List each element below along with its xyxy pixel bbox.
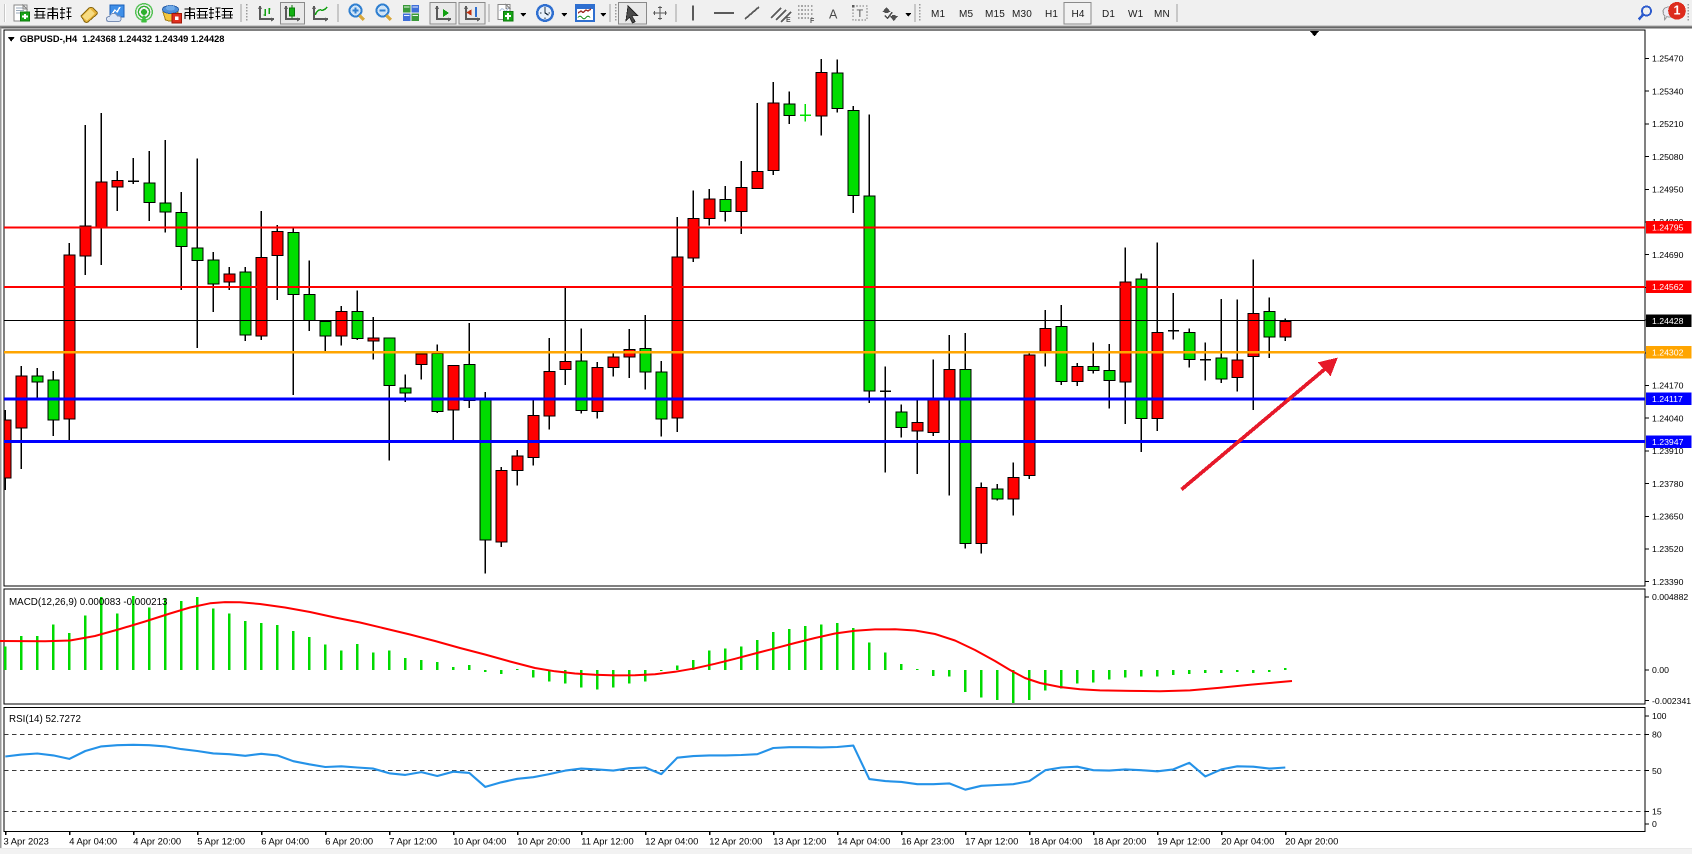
svg-text:E: E <box>786 17 791 24</box>
svg-text:1.24302: 1.24302 <box>1652 348 1684 358</box>
svg-text:4 Apr 04:00: 4 Apr 04:00 <box>69 835 117 846</box>
svg-text:H4: H4 <box>1072 9 1085 20</box>
svg-text:11 Apr 12:00: 11 Apr 12:00 <box>581 835 633 846</box>
svg-text:MACD(12,26,9) 0.000083 -0.0002: MACD(12,26,9) 0.000083 -0.000213 <box>9 597 168 608</box>
svg-text:1.25080: 1.25080 <box>1652 152 1684 162</box>
svg-text:1.25470: 1.25470 <box>1652 54 1684 64</box>
svg-text:18 Apr 20:00: 18 Apr 20:00 <box>1093 835 1146 846</box>
svg-text:1.24562: 1.24562 <box>1652 282 1684 292</box>
svg-text:M5: M5 <box>959 9 973 20</box>
svg-text:12 Apr 04:00: 12 Apr 04:00 <box>645 835 698 846</box>
svg-text:1.23947: 1.23947 <box>1652 437 1684 447</box>
svg-text:12 Apr 20:00: 12 Apr 20:00 <box>709 835 762 846</box>
svg-text:6 Apr 20:00: 6 Apr 20:00 <box>325 835 373 846</box>
svg-text:1.23910: 1.23910 <box>1652 446 1684 456</box>
svg-text:3 Apr 2023: 3 Apr 2023 <box>4 835 49 846</box>
svg-text:1.24428: 1.24428 <box>1652 316 1684 326</box>
svg-text:20 Apr 04:00: 20 Apr 04:00 <box>1221 835 1274 846</box>
svg-text:50: 50 <box>1652 766 1662 776</box>
svg-text:RSI(14) 52.7272: RSI(14) 52.7272 <box>9 714 81 725</box>
svg-text:GBPUSD-,H4 1.24368 1.24432 1.: GBPUSD-,H4 1.24368 1.24432 1.24349 1.244… <box>20 34 225 44</box>
svg-text:F: F <box>810 18 815 25</box>
svg-text:1.23780: 1.23780 <box>1652 479 1684 489</box>
svg-text:W1: W1 <box>1128 9 1144 20</box>
svg-text:0.00: 0.00 <box>1652 665 1669 675</box>
svg-text:1.23650: 1.23650 <box>1652 512 1684 522</box>
svg-text:0.004882: 0.004882 <box>1652 592 1688 602</box>
svg-text:H1: H1 <box>1045 9 1058 20</box>
svg-text:1.23520: 1.23520 <box>1652 544 1684 554</box>
svg-text:D1: D1 <box>1102 9 1115 20</box>
svg-text:100: 100 <box>1652 711 1667 721</box>
svg-text:80: 80 <box>1652 730 1662 740</box>
svg-text:15: 15 <box>1652 807 1662 817</box>
svg-text:1.24950: 1.24950 <box>1652 185 1684 195</box>
svg-text:M30: M30 <box>1012 9 1032 20</box>
svg-text:18 Apr 04:00: 18 Apr 04:00 <box>1029 835 1082 846</box>
svg-text:17 Apr 12:00: 17 Apr 12:00 <box>965 835 1018 846</box>
svg-text:1.23390: 1.23390 <box>1652 577 1684 587</box>
svg-text:10 Apr 04:00: 10 Apr 04:00 <box>453 835 506 846</box>
svg-text:M1: M1 <box>931 9 945 20</box>
svg-text:-0.002341: -0.002341 <box>1652 696 1691 706</box>
svg-text:1.24690: 1.24690 <box>1652 250 1684 260</box>
svg-text:1.25340: 1.25340 <box>1652 86 1684 96</box>
svg-text:7 Apr 12:00: 7 Apr 12:00 <box>389 835 437 846</box>
svg-text:T: T <box>857 8 864 20</box>
svg-text:MN: MN <box>1154 9 1170 20</box>
svg-text:10 Apr 20:00: 10 Apr 20:00 <box>517 835 570 846</box>
svg-text:16 Apr 23:00: 16 Apr 23:00 <box>901 835 954 846</box>
svg-text:4 Apr 20:00: 4 Apr 20:00 <box>133 835 181 846</box>
svg-text:13 Apr 12:00: 13 Apr 12:00 <box>773 835 826 846</box>
svg-text:6 Apr 04:00: 6 Apr 04:00 <box>261 835 309 846</box>
svg-text:1.25210: 1.25210 <box>1652 119 1684 129</box>
svg-text:14 Apr 04:00: 14 Apr 04:00 <box>837 835 890 846</box>
svg-text:1.24117: 1.24117 <box>1652 394 1683 404</box>
svg-text:19 Apr 12:00: 19 Apr 12:00 <box>1157 835 1210 846</box>
svg-text:20 Apr 20:00: 20 Apr 20:00 <box>1285 835 1338 846</box>
svg-text:1.24795: 1.24795 <box>1652 223 1684 233</box>
svg-text:1.24170: 1.24170 <box>1652 381 1684 391</box>
svg-text:1: 1 <box>1674 4 1681 18</box>
svg-text:M15: M15 <box>985 9 1005 20</box>
svg-text:0: 0 <box>1652 819 1657 829</box>
svg-text:A: A <box>829 8 838 22</box>
svg-text:5 Apr 12:00: 5 Apr 12:00 <box>197 835 245 846</box>
svg-text:1.24040: 1.24040 <box>1652 413 1684 423</box>
